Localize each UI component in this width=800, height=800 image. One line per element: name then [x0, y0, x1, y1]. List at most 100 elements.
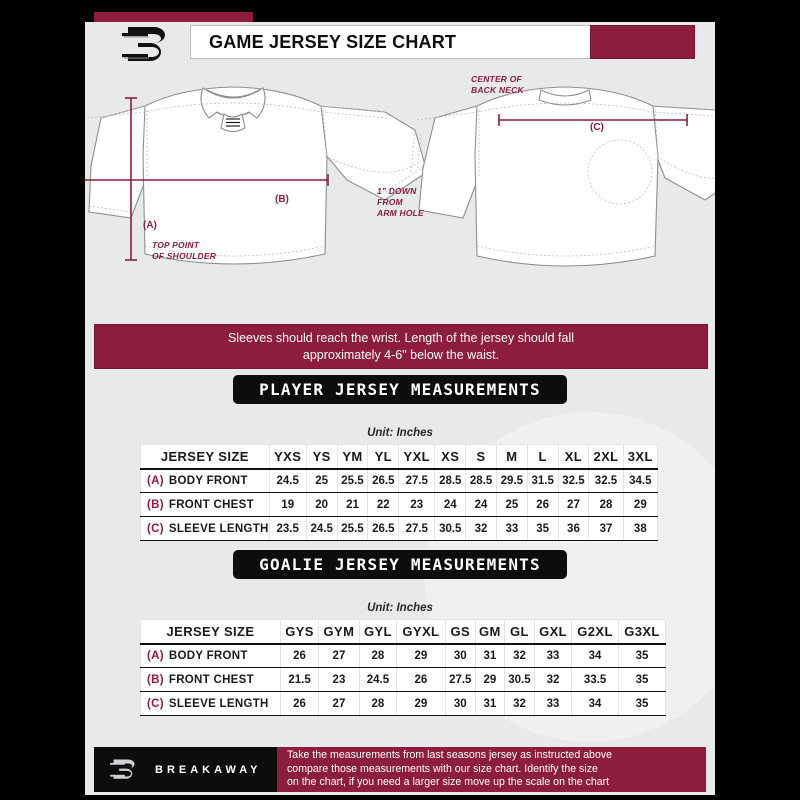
table-header-row: JERSEY SIZE GYS GYM GYL GYXL GS GM GL GXL G2XL G3X… [140, 619, 666, 645]
jersey-illustrations: .ol{fill:#fff;stroke:#8c8f92;stroke-widt… [85, 86, 715, 267]
top-band [85, 12, 715, 22]
measurement-value: 25.5 [336, 516, 369, 541]
front-jersey-illustration [86, 86, 428, 265]
measurement-value: 30 [444, 691, 476, 716]
measurement-value: 31 [474, 643, 505, 668]
measurement-value: 23.5 [268, 516, 307, 541]
player-section-heading: PLAYER JERSEY MEASUREMENTS [233, 375, 567, 404]
measurement-tag: (A) [147, 474, 164, 487]
footer-line2: compare those measurements with our size… [287, 762, 598, 775]
measurement-tag: (C) [147, 697, 164, 710]
size-column-header: YM [336, 444, 369, 470]
measurement-value: 29 [474, 667, 505, 692]
measurement-value: 19 [268, 492, 307, 517]
size-column-header: 2XL [588, 444, 624, 470]
measurement-value: 30 [444, 643, 476, 668]
measurement-value: 28 [588, 492, 624, 517]
measurement-value: 21.5 [279, 667, 320, 692]
measurement-value: 20 [305, 492, 338, 517]
measurement-row-label: (A) BODY FRONT [140, 468, 270, 493]
footer: BREAKAWAY Take the measurements from las… [94, 747, 706, 792]
table-header-row: JERSEY SIZE YXS YS YM YL YXL XS S M L XL 2XL 3XL [140, 444, 659, 470]
measurement-value: 29.5 [495, 468, 528, 493]
page-title-box: GAME JERSEY SIZE CHART [190, 25, 592, 59]
fit-note-line2: approximately 4-6" below the waist. [302, 347, 500, 362]
measurement-value: 26 [395, 667, 446, 692]
footer-line1: Take the measurements from last seasons … [287, 749, 613, 762]
front-measurement-lines [85, 97, 329, 261]
top-band-maroon-accent [94, 12, 253, 22]
size-column-header: G3XL [618, 619, 666, 645]
fit-note-line1: Sleeves should reach the wrist. Length o… [227, 330, 575, 345]
measurement-value: 26.5 [367, 516, 400, 541]
measurement-row-label: (C) SLEEVE LENGTH [140, 691, 281, 716]
measurement-value: 31.5 [526, 468, 559, 493]
size-column-header: GL [503, 619, 535, 645]
size-column-header: XS [434, 444, 467, 470]
measurement-value: 28 [358, 643, 397, 668]
size-column-header: S [465, 444, 497, 470]
measurement-value: 27 [318, 691, 360, 716]
measurement-value: 28 [358, 691, 397, 716]
breakaway-b-logo-icon [122, 27, 165, 61]
measurement-value: 37 [588, 516, 624, 541]
measurement-value: 25.5 [336, 468, 369, 493]
player-unit-caption: Unit: Inches [367, 427, 433, 439]
size-column-header: YXS [268, 444, 307, 470]
size-chart-sheet: GAME JERSEY SIZE CHART .ol{fill:#fff;str… [85, 12, 715, 795]
table-row: (B) FRONT CHEST 21.5 23 24.5 26 27.5 29 30.5 32 33… [140, 667, 666, 692]
jersey-diagram-area: .ol{fill:#fff;stroke:#8c8f92;stroke-widt… [85, 60, 715, 320]
size-column-header: M [495, 444, 528, 470]
measurement-value: 28.5 [434, 468, 467, 493]
size-column-header: GYM [318, 619, 360, 645]
measurement-value: 29 [395, 691, 446, 716]
measurement-row-label: (A) BODY FRONT [140, 643, 281, 668]
size-column-header: GM [474, 619, 505, 645]
measurement-value: 25 [495, 492, 528, 517]
size-column-header: YS [305, 444, 338, 470]
back-measurement-line-c [498, 114, 688, 126]
size-column-header: GXL [533, 619, 573, 645]
breakaway-b-logo-icon [110, 759, 135, 779]
footer-brand-block: BREAKAWAY [94, 747, 277, 792]
jersey-size-header: JERSEY SIZE [140, 619, 281, 645]
measurement-tag: (C) [147, 522, 164, 535]
table-row: (A) BODY FRONT 24.5 25 25.5 26.5 27.5 28.5 28.5 2… [140, 468, 659, 493]
label-a-text: TOP POINT OF SHOULDER [152, 240, 217, 261]
table-row: (C) SLEEVE LENGTH 23.5 24.5 25.5 26.5 27.5 30.5… [140, 516, 659, 541]
size-column-header: GYS [279, 619, 320, 645]
title-row: GAME JERSEY SIZE CHART [85, 22, 715, 61]
footer-brand-name: BREAKAWAY [155, 763, 262, 776]
measurement-value: 33.5 [571, 667, 620, 692]
table-row: (A) BODY FRONT 26 27 28 29 30 31 32 33 34 35 [140, 643, 666, 668]
size-column-header: XL [557, 444, 590, 470]
measurement-value: 26 [279, 691, 320, 716]
measurement-value: 27.5 [444, 667, 476, 692]
measurement-value: 21 [336, 492, 369, 517]
measurement-value: 27 [557, 492, 590, 517]
size-column-header: G2XL [571, 619, 620, 645]
goalie-measurements-table: JERSEY SIZE GYS GYM GYL GYXL GS GM GL GXL G2XL G3X… [140, 619, 666, 716]
measurement-value: 32.5 [557, 468, 590, 493]
measurement-row-label: (B) FRONT CHEST [140, 667, 281, 692]
measurement-value: 32.5 [588, 468, 624, 493]
measurement-value: 25 [305, 468, 338, 493]
size-column-header: YL [367, 444, 400, 470]
measurement-value: 28.5 [465, 468, 497, 493]
footer-line3: on the chart, if you need a larger size … [287, 776, 610, 789]
size-column-header: 3XL [622, 444, 659, 470]
measurement-value: 27.5 [398, 468, 436, 493]
measurement-value: 23 [398, 492, 436, 517]
measurement-value: 30.5 [434, 516, 467, 541]
measurement-value: 34.5 [622, 468, 659, 493]
title-maroon-block [590, 25, 695, 59]
measurement-value: 26 [526, 492, 559, 517]
measurement-value: 27.5 [398, 516, 436, 541]
measurement-value: 29 [395, 643, 446, 668]
measurement-value: 36 [557, 516, 590, 541]
back-jersey-illustration [416, 86, 715, 267]
label-b-tag: (B) [275, 194, 289, 205]
measurement-value: 32 [533, 667, 573, 692]
goalie-section-heading: GOALIE JERSEY MEASUREMENTS [233, 550, 567, 579]
measurement-value: 23 [318, 667, 360, 692]
